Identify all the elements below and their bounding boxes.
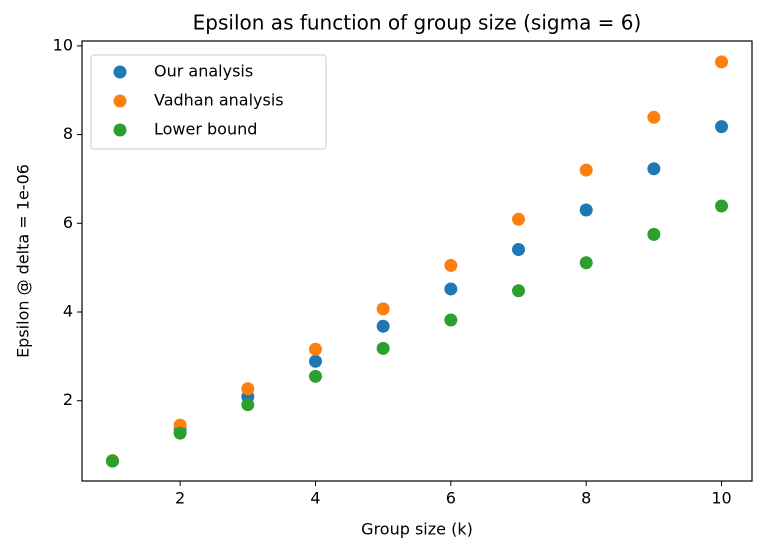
- y-tick-label: 8: [63, 124, 73, 143]
- point: [647, 110, 661, 124]
- x-tick-label: 10: [711, 489, 731, 508]
- legend-box: [90, 54, 327, 150]
- point: [512, 284, 526, 298]
- point: [512, 212, 526, 226]
- point: [715, 55, 729, 69]
- point: [579, 256, 593, 270]
- point: [647, 227, 661, 241]
- legend-label: Our analysis: [154, 62, 253, 81]
- y-tick-label: 2: [63, 390, 73, 409]
- legend-marker: [113, 94, 127, 108]
- point: [105, 454, 119, 468]
- point: [376, 341, 390, 355]
- point: [512, 242, 526, 256]
- x-tick-label: 2: [175, 489, 185, 508]
- legend-marker: [113, 65, 127, 79]
- point: [647, 162, 661, 176]
- x-tick-label: 6: [446, 489, 456, 508]
- point: [715, 199, 729, 213]
- point: [579, 203, 593, 217]
- chart-title: Epsilon as function of group size (sigma…: [193, 11, 642, 35]
- point: [376, 319, 390, 333]
- legend-label: Lower bound: [154, 120, 257, 139]
- legend-label: Vadhan analysis: [154, 91, 284, 110]
- point: [308, 369, 322, 383]
- point: [308, 354, 322, 368]
- point: [173, 426, 187, 440]
- x-tick-label: 4: [310, 489, 320, 508]
- y-tick-label: 4: [63, 302, 73, 321]
- x-axis-label: Group size (k): [361, 520, 473, 539]
- y-axis-label: Epsilon @ delta = 1e-06: [14, 164, 33, 358]
- point: [376, 302, 390, 316]
- point: [241, 398, 255, 412]
- point: [579, 163, 593, 177]
- legend-marker: [113, 123, 127, 137]
- point: [444, 313, 458, 327]
- point: [715, 120, 729, 134]
- x-tick-label: 8: [581, 489, 591, 508]
- y-tick-label: 10: [53, 35, 73, 54]
- plot-frame: [81, 40, 753, 482]
- y-tick-label: 6: [63, 213, 73, 232]
- point: [444, 282, 458, 296]
- point: [308, 342, 322, 356]
- point: [241, 382, 255, 396]
- point: [444, 258, 458, 272]
